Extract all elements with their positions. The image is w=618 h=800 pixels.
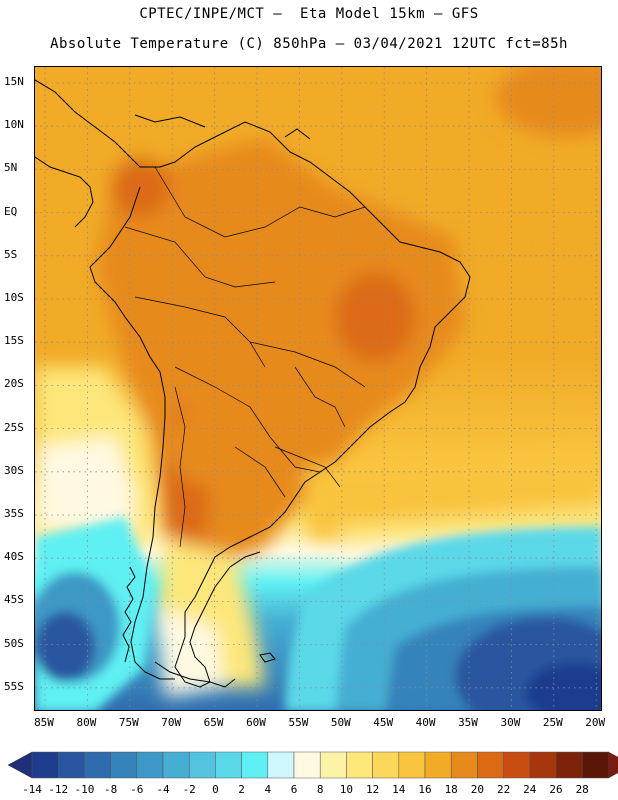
- colorbar-label: -2: [182, 783, 196, 796]
- lon-label: 45W: [373, 716, 394, 729]
- colorbar-cell: [188, 751, 216, 779]
- colorbar-cell: [450, 751, 478, 779]
- title-line-1: CPTEC/INPE/MCT – Eta Model 15km – GFS: [139, 6, 479, 22]
- colorbar-label: -12: [48, 783, 69, 796]
- colorbar-cell: [267, 751, 295, 779]
- colorbar-label: 6: [290, 783, 298, 796]
- colorbar-label: 18: [444, 783, 458, 796]
- coastlines: [35, 79, 471, 688]
- lon-label: 50W: [330, 716, 351, 729]
- colorbar-label: 4: [264, 783, 272, 796]
- colorbar-label: 10: [339, 783, 354, 796]
- colorbar-label: 0: [212, 783, 219, 796]
- colorbar-label: 12: [365, 783, 380, 796]
- lat-label: EQ: [4, 204, 18, 218]
- colorbar: [7, 751, 618, 779]
- colorbar-label: 16: [418, 783, 432, 796]
- colorbar-label: 26: [549, 783, 563, 796]
- colorbar-cell: [162, 751, 190, 779]
- colorbar-cell: [84, 751, 111, 779]
- colorbar-cell: [372, 751, 400, 779]
- colorbar-label: 8: [316, 783, 324, 796]
- lat-label: 5N: [4, 161, 18, 175]
- lat-label: 15N: [4, 75, 24, 88]
- lat-lon-grid: [35, 67, 601, 710]
- colorbar-cell: [293, 751, 321, 779]
- country-borders: [124, 166, 366, 548]
- lat-label: 20S: [4, 377, 24, 391]
- colorbar-cell: [136, 751, 164, 779]
- lat-label: 5S: [4, 247, 18, 261]
- colorbar-cell: [215, 751, 242, 779]
- colorbar-label: -6: [130, 783, 144, 796]
- lon-label: 60W: [246, 716, 266, 729]
- colorbar-label: 2: [238, 783, 245, 796]
- colorbar-label: 20: [470, 783, 485, 796]
- colorbar-label: 28: [575, 783, 589, 796]
- title-line-2: Absolute Temperature (C) 850hPa – 03/04/…: [50, 36, 568, 52]
- lat-label: 15S: [4, 334, 24, 348]
- colorbar-cell: [529, 751, 557, 779]
- lon-label: 55W: [288, 716, 309, 729]
- colorbar-label: 22: [496, 783, 511, 796]
- lon-label: 35W: [458, 716, 478, 729]
- colorbar-cell: [477, 751, 504, 779]
- lat-label: 40S: [4, 550, 24, 564]
- lat-label: 10N: [4, 118, 24, 132]
- colorbar-cell: [398, 751, 426, 779]
- colorbar-cell: [555, 751, 583, 779]
- colorbar-cell: [319, 751, 347, 779]
- lon-label: 25W: [542, 716, 563, 729]
- lon-label: 85W: [34, 716, 54, 729]
- lon-label: 30W: [500, 716, 521, 729]
- colorbar-cell: [57, 751, 85, 779]
- colorbar-label: 24: [523, 783, 537, 796]
- colorbar-cell: [241, 751, 269, 779]
- colorbar-cell: [346, 751, 373, 779]
- lon-label: 70W: [161, 716, 182, 729]
- lat-label: 35S: [4, 507, 24, 520]
- cold-pool-field: [35, 517, 601, 710]
- colorbar-label: -14: [22, 783, 42, 796]
- lat-label: 55S: [4, 679, 24, 693]
- colorbar-label: 14: [392, 783, 406, 796]
- colorbar-cell: [581, 751, 609, 779]
- colorbar-cell: [424, 751, 452, 779]
- colorbar-low-arrow: [7, 751, 33, 779]
- temperature-map[interactable]: [34, 66, 602, 711]
- colorbar-high-arrow: [608, 751, 618, 779]
- colorbar-label: -4: [156, 783, 170, 796]
- lat-label: 10S: [4, 291, 24, 304]
- lat-label: 30S: [4, 463, 24, 477]
- colorbar-cell: [31, 751, 59, 779]
- colorbar-label: -10: [74, 783, 95, 796]
- lon-label: 65W: [203, 716, 224, 729]
- lon-label: 20W: [585, 716, 606, 729]
- lon-label: 40W: [415, 716, 436, 729]
- map-canvas: [35, 67, 601, 710]
- lon-label: 75W: [118, 716, 139, 729]
- lat-label: 45S: [4, 593, 24, 607]
- colorbar-cell: [110, 751, 138, 779]
- colorbar-cell: [503, 751, 531, 779]
- lon-label: 80W: [76, 716, 97, 729]
- colorbar-label: -8: [103, 783, 118, 796]
- lat-label: 50S: [4, 636, 24, 650]
- lat-label: 25S: [4, 420, 24, 434]
